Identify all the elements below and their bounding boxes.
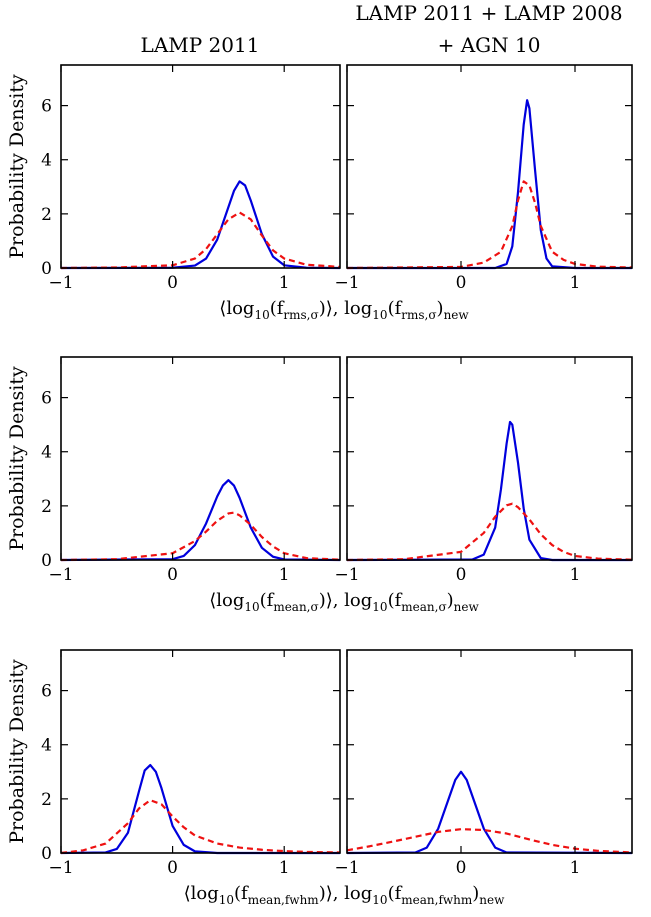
- y-tick-label: 4: [41, 736, 52, 756]
- x-tick-label: 0: [456, 858, 467, 878]
- y-tick-label: 4: [41, 443, 52, 463]
- x-axis-label-subscript: 10: [372, 600, 387, 614]
- series-line-solid: [347, 99, 632, 270]
- y-tick-label: 2: [41, 790, 52, 810]
- x-axis-label-subscript: 10: [372, 893, 387, 907]
- x-tick-label: 1: [570, 273, 581, 293]
- series-line-solid: [346, 420, 632, 562]
- x-axis-label-part: (f: [270, 298, 285, 319]
- x-tick-label: −1: [334, 858, 359, 878]
- x-axis-label-subscript: 10: [219, 893, 234, 907]
- x-tick-label: 0: [456, 273, 467, 293]
- x-axis-label-part: ): [472, 883, 479, 904]
- axes-frame: [60, 649, 341, 854]
- series-line-solid: [60, 763, 340, 855]
- x-tick-label: 1: [279, 273, 290, 293]
- x-axis-label-subscript: rms,σ: [401, 308, 436, 322]
- column-title: LAMP 2011: [141, 33, 260, 57]
- y-tick-label: 6: [41, 97, 52, 117]
- x-tick-label: 0: [167, 858, 178, 878]
- axes-frame: [60, 356, 341, 561]
- series-line-dashed: [346, 828, 633, 854]
- x-axis-label-subscript: mean,fwhm: [248, 893, 320, 907]
- x-axis-label-subscript: mean,σ: [401, 600, 446, 614]
- x-axis-label: ⟨log10(frms,σ)⟩, log10(frms,σ)new: [219, 298, 469, 322]
- x-tick-label: −1: [48, 565, 73, 585]
- x-axis-label: ⟨log10(fmean,σ)⟩, log10(fmean,σ)new: [209, 590, 479, 614]
- panel: −1 0 1: [334, 356, 633, 585]
- x-axis-label-subscript: 10: [254, 308, 269, 322]
- x-tick-label: −1: [48, 273, 73, 293]
- column-title: + AGN 10: [438, 33, 541, 57]
- x-axis-label-part: )⟩, log: [319, 883, 373, 904]
- x-axis-label-subscript: mean,fwhm: [401, 893, 473, 907]
- y-tick-label: 0: [41, 551, 52, 571]
- axes-frame: [60, 64, 341, 269]
- y-tick-label: 6: [41, 682, 52, 702]
- series-line-dashed: [346, 180, 633, 270]
- series-line-solid: [60, 180, 341, 270]
- x-axis-label-subscript: 10: [244, 600, 259, 614]
- x-tick-label: 1: [570, 858, 581, 878]
- x-axis-label-subscript: new: [444, 308, 470, 322]
- axes-frame: [346, 649, 633, 854]
- series-line-dashed: [60, 511, 341, 562]
- series-line-solid: [60, 479, 341, 562]
- x-axis-label-part: ⟨log: [219, 298, 254, 319]
- x-axis-label-part: ⟨log: [209, 590, 244, 611]
- x-axis-label-part: (f: [260, 590, 275, 611]
- x-axis-label-part: ⟨log: [184, 883, 219, 904]
- x-axis-label-subscript: rms,σ: [283, 308, 318, 322]
- y-axis-labels: Probability Density Probability Density Pr…: [6, 74, 28, 844]
- x-axis-label-subscript: new: [454, 600, 480, 614]
- x-tick-label: −1: [334, 565, 359, 585]
- x-axis-label-subscript: 10: [372, 308, 387, 322]
- x-axis-label-part: (f: [388, 883, 403, 904]
- y-axis-label: Probability Density: [6, 659, 28, 844]
- y-axis-label: Probability Density: [6, 366, 28, 551]
- axes-frame: [346, 64, 633, 269]
- series-line-dashed: [60, 799, 341, 855]
- x-axis-label-part: ): [437, 298, 444, 319]
- column-titles: LAMP 2011 LAMP 2011 + LAMP 2008 + AGN 10: [141, 1, 623, 57]
- x-tick-label: 0: [167, 565, 178, 585]
- x-tick-label: −1: [334, 273, 359, 293]
- y-tick-label: 0: [41, 259, 52, 279]
- x-axis-label-part: (f: [388, 590, 403, 611]
- x-tick-label: 1: [279, 565, 290, 585]
- y-tick-label: 0: [41, 844, 52, 864]
- x-axis-label-part: )⟩, log: [319, 298, 373, 319]
- x-axis-label-part: (f: [388, 298, 403, 319]
- x-axis-label-subscript: new: [479, 893, 505, 907]
- x-tick-label: 1: [570, 565, 581, 585]
- column-title: LAMP 2011 + LAMP 2008: [355, 1, 622, 25]
- y-tick-label: 6: [41, 389, 52, 409]
- x-axis-label-part: ): [447, 590, 454, 611]
- y-tick-label: 4: [41, 151, 52, 171]
- y-tick-label: 2: [41, 497, 52, 517]
- x-axis-label-subscript: mean,σ: [273, 600, 318, 614]
- axes-frame: [346, 356, 633, 561]
- panel: −1 0 1: [334, 64, 633, 293]
- y-tick-label: 2: [41, 205, 52, 225]
- series-line-solid: [346, 770, 633, 855]
- x-axis-label: ⟨log10(fmean,fwhm)⟩, log10(fmean,fwhm)ne…: [184, 883, 506, 907]
- x-axis-label-part: )⟩, log: [319, 590, 373, 611]
- series-line-dashed: [60, 211, 341, 270]
- panel: −1 0 1: [334, 649, 633, 878]
- x-axis-label-part: (f: [234, 883, 249, 904]
- x-tick-label: 1: [279, 858, 290, 878]
- x-tick-label: −1: [48, 858, 73, 878]
- x-tick-label: 0: [456, 565, 467, 585]
- y-axis-label: Probability Density: [6, 74, 28, 259]
- x-tick-label: 0: [167, 273, 178, 293]
- series-line-dashed: [346, 502, 633, 562]
